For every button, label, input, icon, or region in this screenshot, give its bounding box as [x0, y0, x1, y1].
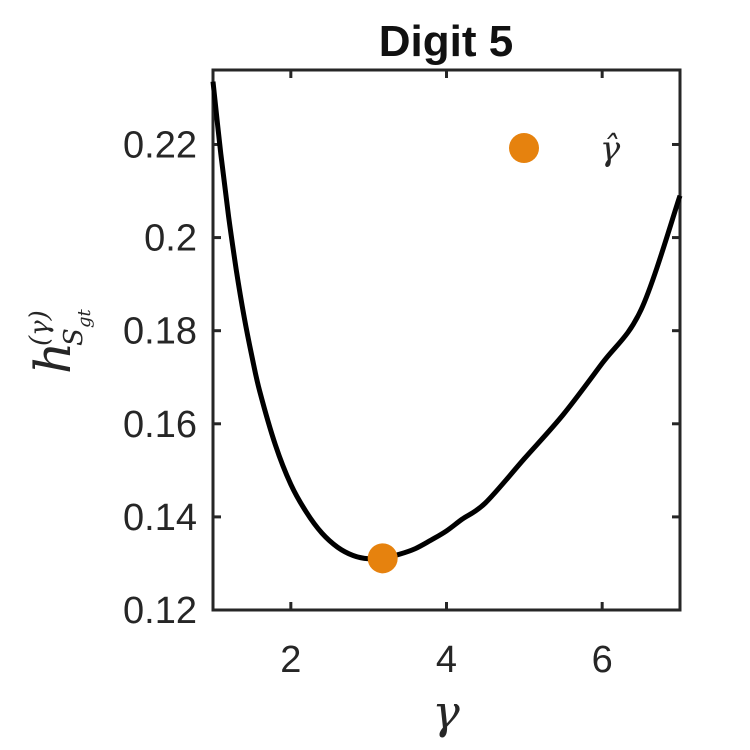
y-label-base: h: [24, 342, 82, 374]
y-label-subscript: S: [59, 328, 89, 346]
legend-marker: [509, 133, 539, 163]
plot-frame: [211, 68, 682, 612]
y-tick-label: 0.16: [123, 404, 197, 446]
gamma-hat-marker: [367, 543, 398, 574]
y-tick-label: 0.14: [123, 497, 197, 539]
x-axis-label: γ: [432, 685, 460, 739]
y-axis-label: h (γ) S gt: [24, 308, 95, 374]
series-line: [210, 81, 683, 562]
x-tick-label: 2: [280, 639, 301, 681]
y-label-superscript: (γ): [25, 310, 55, 346]
axis-ticks: [213, 70, 680, 612]
y-tick-label: 0.12: [123, 590, 197, 632]
y-label-subsubscript: gt: [74, 308, 95, 328]
y-tick-label: 0.22: [123, 124, 197, 166]
y-tick-label: 0.2: [144, 218, 197, 260]
x-tick-label: 6: [592, 639, 613, 681]
y-tick-labels: 0.12 0.14 0.16 0.18 0.2 0.22: [123, 124, 197, 632]
legend: γ̂: [509, 129, 621, 169]
x-tick-labels: 2 4 6: [280, 639, 612, 681]
x-tick-label: 4: [436, 639, 457, 681]
legend-label: γ̂: [600, 129, 621, 169]
y-tick-label: 0.18: [123, 311, 197, 353]
chart-title: Digit 5: [379, 17, 513, 66]
